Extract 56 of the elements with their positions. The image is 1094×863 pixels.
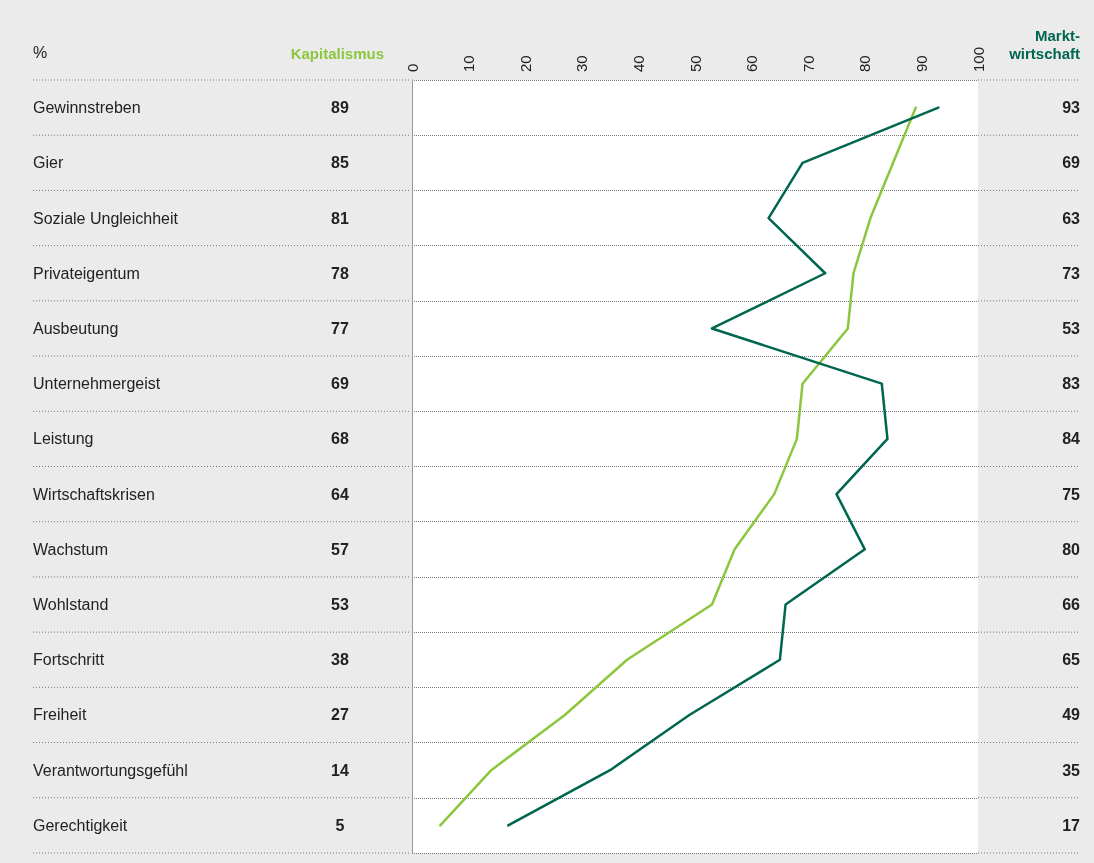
x2-tick-label: 0 — [403, 63, 421, 72]
y-tick-label: Gerechtigkeit — [33, 816, 128, 834]
data-label: 84 — [1062, 430, 1081, 448]
y-tick-label: Gier — [33, 154, 64, 172]
x2-tick-label: 70 — [799, 55, 817, 72]
y-tick-label: Freiheit — [33, 706, 87, 724]
data-label: 69 — [331, 375, 349, 393]
data-label: 75 — [1062, 485, 1081, 503]
data-label: 49 — [1062, 706, 1081, 724]
data-label: 63 — [1062, 209, 1081, 227]
y-tick-label: Wohlstand — [33, 596, 109, 614]
data-label: 80 — [1062, 540, 1081, 558]
x-axis-title: % — [33, 43, 48, 61]
data-label: 64 — [331, 485, 349, 503]
y-tick-label: Fortschritt — [33, 651, 105, 669]
y-tick-label: Ausbeutung — [33, 319, 119, 337]
y-tick-label: Unternehmergeist — [33, 375, 161, 393]
data-label: 53 — [331, 596, 349, 614]
data-label: 85 — [331, 154, 349, 172]
data-label: 89 — [331, 99, 349, 117]
y-tick-label: Leistung — [33, 430, 94, 448]
data-label: 83 — [1062, 375, 1081, 393]
x2-tick-label: 90 — [912, 55, 930, 72]
data-label: 5 — [335, 816, 345, 834]
x2-tick-label: 30 — [573, 55, 591, 72]
x2-tick-label: 100 — [969, 46, 987, 72]
data-label: 17 — [1062, 816, 1081, 834]
data-label: 69 — [1062, 154, 1081, 172]
y-tick-label: Wachstum — [33, 540, 108, 558]
x2-tick-label: 80 — [856, 55, 874, 72]
data-label: 65 — [1062, 651, 1081, 669]
y-tick-label: Soziale Ungleichheit — [33, 209, 179, 227]
data-label: 66 — [1062, 596, 1081, 614]
data-label: 81 — [331, 209, 349, 227]
data-label: 27 — [331, 706, 349, 724]
text: Markt- wirtschaft — [1008, 26, 1080, 62]
x2-tick-label: 10 — [460, 55, 478, 72]
y-tick-label: Gewinnstreben — [33, 99, 141, 117]
y-tick-label: Privateigentum — [33, 264, 140, 282]
data-label: 38 — [331, 651, 349, 669]
data-label: 77 — [331, 319, 349, 337]
x2-tick-label: 50 — [686, 55, 704, 72]
data-label: 68 — [331, 430, 349, 448]
data-label: 35 — [1062, 761, 1081, 779]
y-tick-label: Verantwortungsgefühl — [33, 761, 188, 779]
x2-tick-label: 40 — [629, 55, 647, 72]
x2-tick-label: 60 — [743, 55, 761, 72]
x2-tick-label: 20 — [516, 55, 534, 72]
data-label: 57 — [331, 540, 349, 558]
data-label: 73 — [1062, 264, 1081, 282]
data-label: 53 — [1062, 319, 1081, 337]
y-tick-label: Wirtschaftskrisen — [33, 485, 155, 503]
data-label: 14 — [331, 761, 349, 779]
data-label: 93 — [1062, 99, 1081, 117]
data-label: 78 — [331, 264, 349, 282]
text: Kapitalismus — [290, 44, 384, 62]
